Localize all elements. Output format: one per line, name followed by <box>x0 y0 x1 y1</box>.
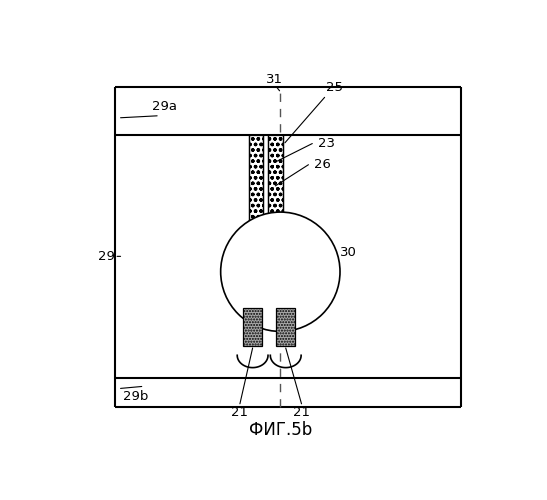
Text: 29: 29 <box>98 250 115 263</box>
Circle shape <box>220 212 340 332</box>
Text: 26: 26 <box>314 158 331 171</box>
Text: 25: 25 <box>325 81 343 94</box>
Text: 30: 30 <box>340 246 357 259</box>
Text: 23: 23 <box>318 137 335 150</box>
Text: 21: 21 <box>293 406 310 419</box>
Text: 29a: 29a <box>152 100 177 112</box>
Text: 29b: 29b <box>123 390 149 402</box>
Text: ФИГ.5b: ФИГ.5b <box>249 422 312 440</box>
Bar <box>249 135 264 230</box>
Text: 31: 31 <box>266 72 283 86</box>
Text: 21: 21 <box>231 406 248 419</box>
Bar <box>268 135 283 230</box>
Bar <box>276 308 295 346</box>
Bar <box>243 308 262 346</box>
